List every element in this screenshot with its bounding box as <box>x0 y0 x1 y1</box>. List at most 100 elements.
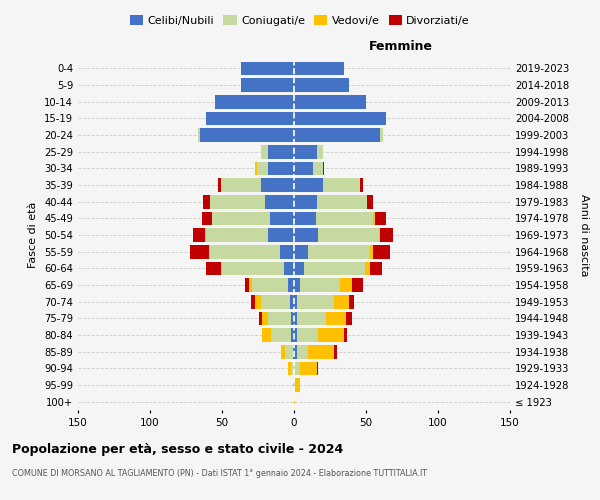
Bar <box>308 245 370 258</box>
Bar <box>317 145 323 158</box>
Bar <box>360 178 363 192</box>
Bar <box>323 178 360 192</box>
Text: Femmine: Femmine <box>368 40 433 53</box>
Bar <box>326 312 346 325</box>
Bar <box>261 145 268 158</box>
Bar <box>291 362 294 375</box>
Bar <box>374 212 386 225</box>
Bar <box>308 345 334 358</box>
Bar <box>206 228 268 242</box>
Bar <box>334 345 337 358</box>
Bar <box>340 278 352 292</box>
Bar <box>294 112 386 125</box>
Bar <box>211 195 265 208</box>
Bar <box>251 295 255 308</box>
Bar <box>380 128 383 142</box>
Bar <box>334 295 349 308</box>
Text: Popolazione per età, sesso e stato civile - 2024: Popolazione per età, sesso e stato civil… <box>12 442 343 456</box>
Bar <box>203 195 211 208</box>
Bar <box>323 162 324 175</box>
Bar <box>211 245 280 258</box>
Legend: Celibi/Nubili, Coniugati/e, Vedovi/e, Divorziati/e: Celibi/Nubili, Coniugati/e, Vedovi/e, Di… <box>125 10 475 30</box>
Bar <box>241 78 294 92</box>
Bar <box>295 378 300 392</box>
Bar <box>349 295 355 308</box>
Bar <box>206 262 221 275</box>
Bar <box>297 328 319 342</box>
Bar <box>294 328 297 342</box>
Bar <box>297 295 334 308</box>
Bar <box>255 162 257 175</box>
Bar <box>202 212 212 225</box>
Bar <box>262 312 268 325</box>
Bar <box>218 178 221 192</box>
Bar <box>271 328 291 342</box>
Bar <box>367 195 373 208</box>
Bar <box>294 362 300 375</box>
Bar <box>257 162 268 175</box>
Bar <box>245 278 250 292</box>
Bar <box>288 278 294 292</box>
Y-axis label: Fasce di età: Fasce di età <box>28 202 38 268</box>
Bar <box>212 212 269 225</box>
Bar <box>294 378 295 392</box>
Bar <box>294 228 319 242</box>
Bar <box>269 212 294 225</box>
Bar <box>221 262 222 275</box>
Bar <box>380 228 394 242</box>
Bar <box>370 262 382 275</box>
Bar <box>280 245 294 258</box>
Bar <box>294 178 323 192</box>
Bar <box>346 312 352 325</box>
Bar <box>316 212 373 225</box>
Bar <box>294 395 295 408</box>
Bar <box>222 262 284 275</box>
Bar <box>293 378 294 392</box>
Bar <box>293 345 294 358</box>
Bar <box>300 362 317 375</box>
Bar <box>300 278 340 292</box>
Bar <box>294 78 349 92</box>
Bar <box>294 62 344 75</box>
Bar <box>319 228 379 242</box>
Bar <box>268 145 294 158</box>
Bar <box>281 345 286 358</box>
Bar <box>268 228 294 242</box>
Bar <box>215 95 294 108</box>
Bar <box>379 228 380 242</box>
Bar <box>206 112 294 125</box>
Bar <box>205 228 206 242</box>
Bar <box>370 245 373 258</box>
Bar <box>294 245 308 258</box>
Bar <box>373 212 374 225</box>
Bar <box>268 162 294 175</box>
Bar <box>241 62 294 75</box>
Bar <box>319 328 344 342</box>
Text: COMUNE DI MORSANO AL TAGLIAMENTO (PN) - Dati ISTAT 1° gennaio 2024 - Elaborazion: COMUNE DI MORSANO AL TAGLIAMENTO (PN) - … <box>12 469 427 478</box>
Bar <box>255 295 261 308</box>
Bar <box>261 178 294 192</box>
Bar <box>373 245 391 258</box>
Bar <box>344 328 347 342</box>
Bar <box>294 312 297 325</box>
Bar <box>265 195 294 208</box>
Bar <box>294 345 297 358</box>
Bar <box>200 128 294 142</box>
Bar <box>291 328 294 342</box>
Bar <box>209 245 211 258</box>
Bar <box>294 262 304 275</box>
Bar <box>291 312 294 325</box>
Bar <box>193 228 205 242</box>
Bar <box>288 362 291 375</box>
Bar <box>294 162 313 175</box>
Bar <box>290 295 294 308</box>
Bar <box>250 278 252 292</box>
Bar <box>297 312 326 325</box>
Bar <box>294 278 300 292</box>
Bar <box>286 345 293 358</box>
Bar <box>294 295 297 308</box>
Bar <box>259 312 262 325</box>
Bar <box>313 162 323 175</box>
Bar <box>262 328 271 342</box>
Bar <box>352 278 363 292</box>
